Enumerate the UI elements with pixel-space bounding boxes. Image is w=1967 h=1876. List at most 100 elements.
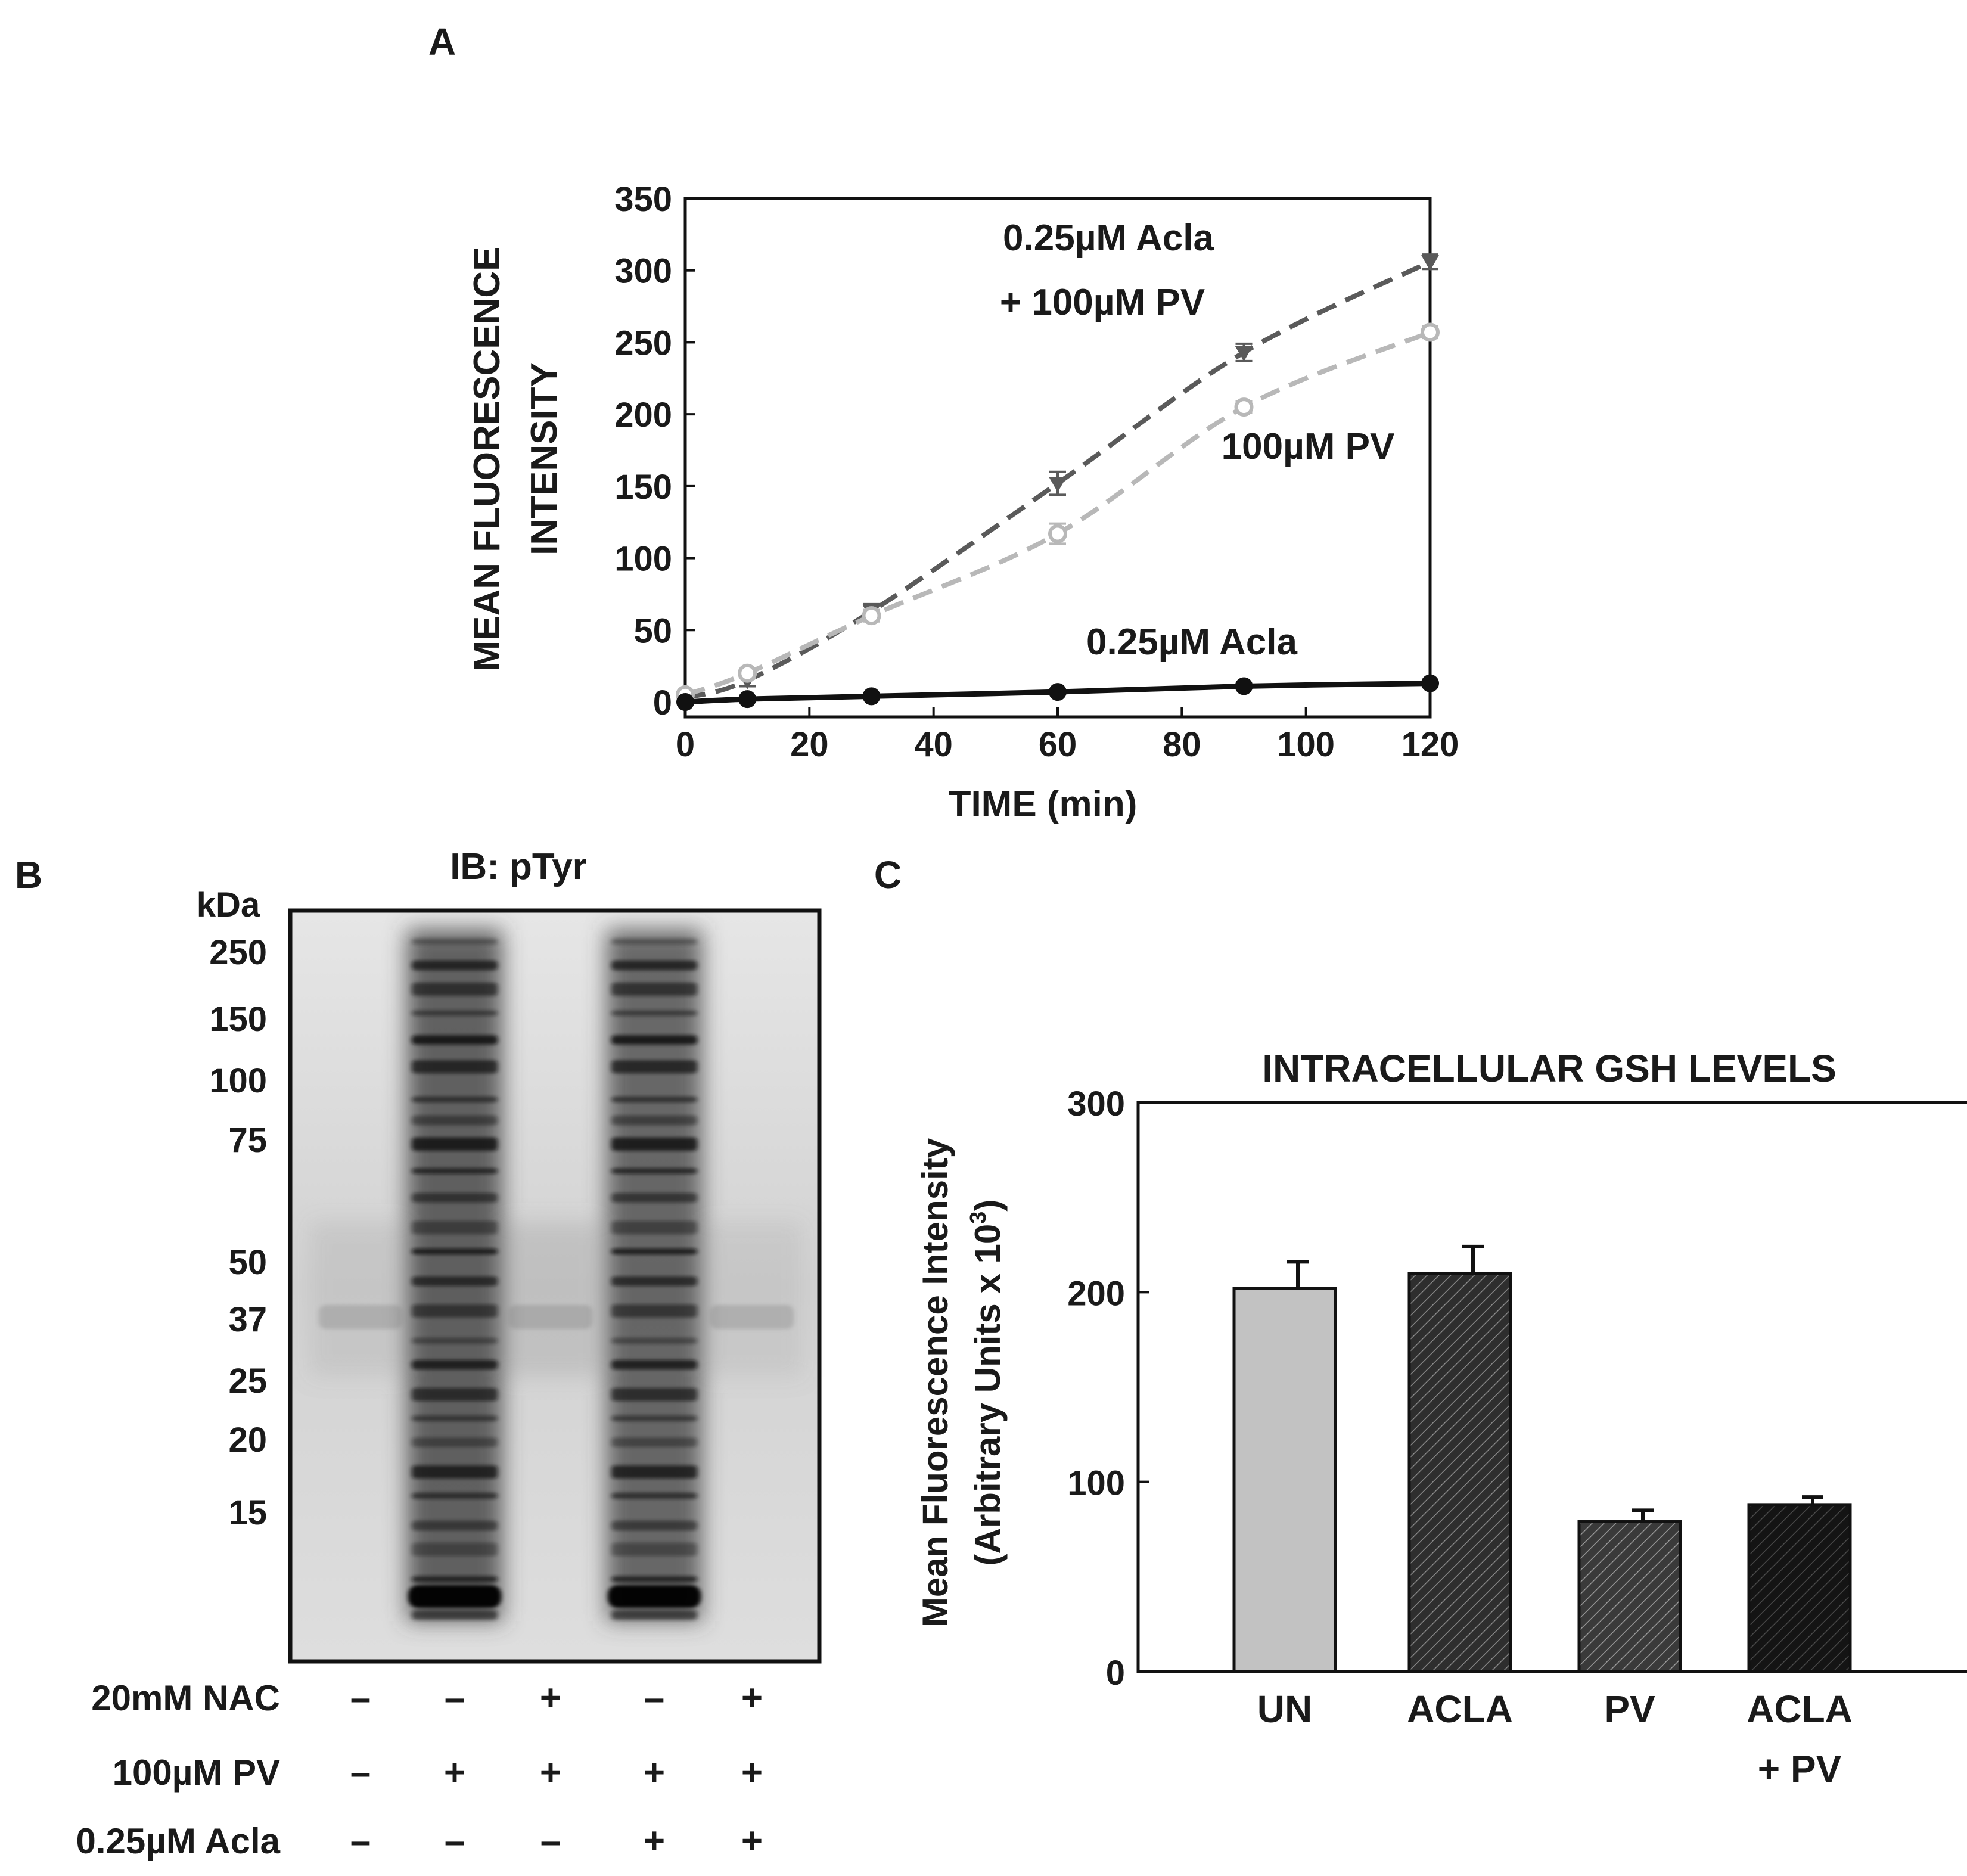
blot-marker-label: 25 (228, 1362, 267, 1400)
panel-c-y-axis-title-line-2: (Arbitrary Units x 103) (966, 1200, 1008, 1566)
blot-marker-label: 50 (228, 1243, 267, 1282)
blot-band (611, 1437, 697, 1447)
blot-band (412, 1521, 498, 1530)
blot-band (611, 1116, 697, 1125)
panel-a-point (676, 693, 694, 711)
blot-band-strong (608, 1585, 701, 1608)
panel-a-point (1235, 346, 1253, 362)
blot-condition-sign: + (444, 1752, 465, 1793)
blot-band (412, 939, 498, 945)
panel-a-y-axis-title-line-1: MEAN FLUORESCENCE (467, 246, 508, 671)
panel-c-y-tick-label: 200 (1067, 1274, 1125, 1313)
panel-a-y-tick-label: 200 (614, 396, 672, 434)
blot-condition-sign: – (350, 1678, 371, 1719)
blot-lane-smear (500, 1222, 601, 1377)
blot-band (611, 1221, 697, 1234)
blot-marker-label: 100 (209, 1061, 267, 1100)
blot-band (611, 1576, 697, 1582)
blot-condition-sign: + (644, 1821, 665, 1862)
blot-lane-smear (310, 1222, 411, 1377)
blot-band (611, 1060, 697, 1073)
panel-a-series-label: 100µM PV (1222, 426, 1395, 467)
blot-band (611, 1415, 697, 1421)
panel-a-point (1048, 524, 1067, 543)
panel-c-chart-title: INTRACELLULAR GSH LEVELS (1262, 1047, 1837, 1090)
panel-a-y-tick-label: 100 (614, 540, 672, 579)
blot-band (412, 1248, 498, 1254)
panel-c-y-axis-title-line-1: Mean Fluorescence Intensity (915, 1138, 955, 1627)
blot-condition-sign: + (741, 1752, 763, 1793)
panel-a-x-tick-label: 0 (676, 725, 695, 764)
panel-a-series-label: 0.25µM Acla (1003, 218, 1214, 259)
panel-a-point (862, 687, 881, 706)
panel-a-x-tick-label: 60 (1039, 725, 1077, 764)
panel-b-letter: B (15, 853, 42, 896)
blot-condition-sign: – (350, 1752, 371, 1793)
blot-condition-label: 0.25µM Acla (76, 1821, 280, 1861)
panel-a-line-chart: 0 50 100 150 200 250 300 350 0 20 40 60 80 100 120 0.… (467, 180, 1459, 825)
blot-band (611, 1097, 697, 1102)
panel-c-category-label: ACLA (1407, 1688, 1513, 1731)
panel-a-x-tick-label: 20 (790, 725, 829, 764)
blot-band (611, 1610, 697, 1620)
panel-c-category-label: PV (1604, 1688, 1655, 1731)
panel-c-y-axis: 0 100 200 300 (1067, 1085, 1149, 1692)
blot-condition-sign: + (644, 1752, 665, 1793)
panel-a-series-label: + 100µM PV (1000, 282, 1205, 323)
blot-mw-markers: 250 150 100 75 50 37 25 20 15 (209, 933, 267, 1532)
blot-band (611, 1465, 697, 1479)
panel-c-bar (1577, 1520, 1682, 1673)
blot-condition-sign: – (445, 1821, 465, 1862)
panel-a-x-tick-label: 40 (914, 725, 953, 764)
panel-a-point (1421, 255, 1439, 271)
blot-marker-label: 20 (228, 1421, 267, 1459)
panel-a-point (738, 663, 757, 683)
blot-band (611, 1338, 697, 1344)
blot-band (611, 1168, 697, 1174)
panel-a-point (1235, 677, 1253, 695)
panel-c-x-axis: UN ACLA PV ACLA + PV (1257, 1688, 1853, 1790)
panel-a-point (1049, 477, 1067, 493)
panel-a-x-tick-label: 120 (1402, 725, 1459, 764)
panel-c-bar (1407, 1272, 1512, 1673)
panel-a-point (1234, 397, 1254, 417)
panel-a-x-tick-label: 100 (1277, 725, 1335, 764)
blot-marker-label: 250 (209, 933, 267, 972)
blot-band (611, 1248, 697, 1254)
blot-band (611, 1543, 697, 1556)
blot-band-faint (319, 1305, 402, 1329)
panel-c-bars (1232, 1244, 1852, 1673)
panel-a-series-line (684, 330, 1431, 697)
panel-a-series-line (684, 259, 1431, 700)
panel-a-series-label: 0.25µM Acla (1086, 622, 1297, 663)
blot-band (611, 1193, 697, 1203)
blot-condition-sign: – (350, 1821, 371, 1862)
panel-a-point (1421, 322, 1440, 342)
blot-marker-label: 150 (209, 1000, 267, 1039)
blot-band (611, 1304, 697, 1318)
panel-c-bar (1232, 1287, 1337, 1673)
blot-band (412, 1360, 498, 1369)
blot-marker-label: 37 (228, 1300, 267, 1339)
blot-band (412, 1116, 498, 1125)
blot-band (412, 1610, 498, 1620)
blot-band (611, 1521, 697, 1530)
blot-band (412, 1388, 498, 1401)
panel-a-y-tick-label: 300 (614, 252, 672, 291)
blot-condition-sign: – (540, 1821, 561, 1862)
panel-a-letter: A (428, 20, 456, 63)
blot-band (412, 1010, 498, 1016)
blot-band (611, 1388, 697, 1401)
blot-band (611, 983, 697, 996)
blot-band (412, 1193, 498, 1203)
panel-c-category-label: UN (1257, 1688, 1312, 1731)
panel-a-point (738, 690, 757, 709)
blot-lane-smear (407, 930, 502, 1621)
blot-condition-sign: – (445, 1678, 465, 1719)
blot-band (412, 1097, 498, 1102)
panel-c-y-tick-label: 100 (1067, 1464, 1125, 1503)
blot-band (412, 1221, 498, 1234)
blot-band (412, 1465, 498, 1479)
blot-band (412, 1060, 498, 1073)
